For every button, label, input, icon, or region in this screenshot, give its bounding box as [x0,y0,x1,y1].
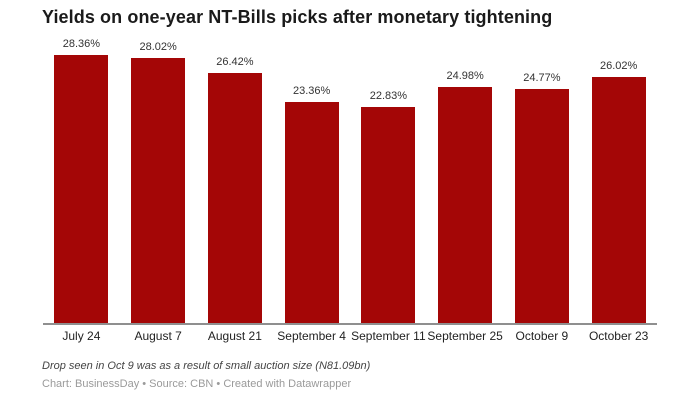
bar [438,87,493,323]
footnote: Drop seen in Oct 9 was as a result of sm… [42,360,371,372]
attribution-line: Chart: BusinessDay • Source: CBN • Creat… [42,378,352,390]
bar-value-label: 24.98% [446,70,484,82]
bar-column: 28.02% [120,37,197,323]
x-axis-tick-label: September 25 [427,329,503,343]
bar [284,102,339,323]
x-axis-labels: July 24 August 7 August 21 September 4 Septe… [43,329,657,343]
x-axis-tick-label: October 9 [515,329,569,343]
x-axis-tick-label: August 21 [207,329,262,343]
bar-column: 28.36% [43,37,120,323]
bar-value-label: 26.42% [216,56,254,68]
bar-column: 26.02% [580,37,657,323]
x-axis-tick-label: August 7 [134,329,182,343]
chart-title: Yields on one-year NT-Bills picks after … [42,7,553,27]
bar [591,77,646,323]
bar-value-label: 26.02% [599,60,638,72]
bar-value-label: 28.36% [62,38,101,50]
x-axis-tick-label: July 24 [62,329,101,343]
bar-value-label: 22.83% [369,90,408,102]
bar [131,58,186,323]
bar-column: 24.77% [504,37,581,323]
bar-column: 22.83% [350,37,427,323]
bar-column: 26.42% [197,37,274,323]
bar-plot-area: 28.36% 28.02% 26.42% 23.36% 22.83% 24.98% 24.7… [43,37,657,325]
x-axis-tick-label: September 4 [277,329,346,343]
bar [54,55,109,323]
bar-value-label: 28.02% [139,41,177,53]
x-axis-tick-label: October 23 [588,329,649,343]
bar-value-label: 23.36% [292,85,331,97]
bar-column: 24.98% [427,37,504,323]
bar [514,89,569,323]
x-axis-tick-label: September 11 [351,329,426,343]
bar [207,73,262,323]
bar-value-label: 24.77% [523,72,561,84]
bar-column: 23.36% [273,37,350,323]
bar [361,107,416,323]
